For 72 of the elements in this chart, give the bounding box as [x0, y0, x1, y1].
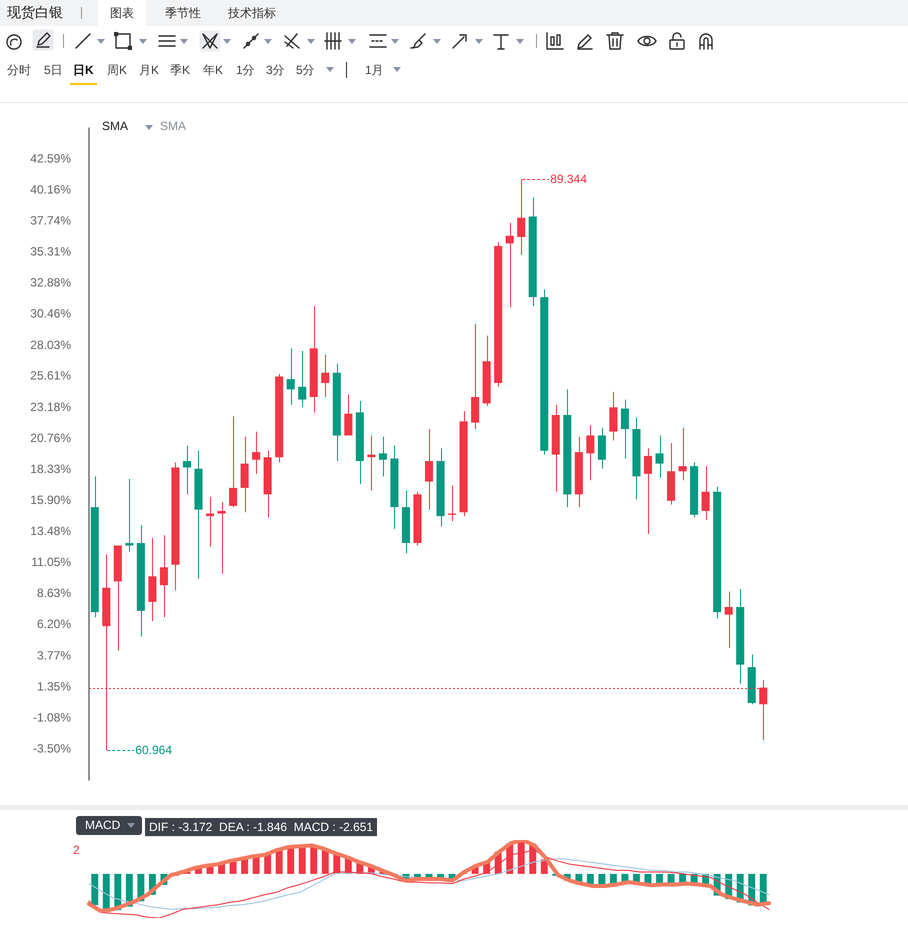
- candlestick: [586, 424, 594, 481]
- candlestick: [620, 399, 629, 459]
- annotation: SMA: [160, 119, 186, 133]
- candlestick: [182, 445, 191, 495]
- text: 月K: [139, 62, 160, 79]
- y-tick-label: -1.08%: [32, 710, 72, 724]
- candlestick: [206, 496, 214, 548]
- text: 季K: [170, 62, 190, 79]
- y-tick-label: 23.18%: [30, 400, 72, 414]
- bar: [252, 856, 260, 874]
- text: 1分: [236, 62, 255, 79]
- text: 分时: [7, 62, 31, 79]
- bar: [287, 846, 294, 874]
- candlestick: [344, 394, 352, 436]
- y-tick-label: 40.16%: [30, 182, 72, 196]
- candlestick: [378, 436, 387, 477]
- y-tick-label: 13.48%: [30, 524, 72, 538]
- text: 周K: [107, 62, 128, 79]
- text: 1月: [365, 62, 384, 79]
- y-tick-label: 11.05%: [31, 555, 72, 570]
- bar: [264, 854, 272, 874]
- y-tick-label: 3.77%: [36, 648, 72, 662]
- y-tick-label: 8.63%: [36, 586, 72, 600]
- y-tick-label: 20.76%: [30, 430, 72, 445]
- candlestick: [298, 350, 306, 408]
- candlestick: [655, 434, 664, 478]
- y-tick-label: 15.90%: [30, 493, 72, 508]
- bar: [241, 859, 248, 874]
- text: MACD: [76, 816, 142, 835]
- y-tick-label: 32.88%: [30, 276, 72, 290]
- y-tick-label: 37.74%: [30, 213, 72, 228]
- y-tick-label: 35.31%: [30, 244, 72, 259]
- y-tick-label: 1.35%: [36, 679, 72, 694]
- y-tick-label: 30.46%: [30, 306, 72, 321]
- candlestick: [321, 354, 330, 398]
- bar: [230, 862, 237, 874]
- bar: [276, 850, 283, 874]
- text: 现货白银: [7, 4, 63, 22]
- candlestick: [125, 478, 134, 552]
- candlestick: [448, 484, 456, 522]
- text: 5分: [296, 62, 315, 79]
- text: 5日: [44, 62, 63, 79]
- text: 季节性: [164, 5, 202, 22]
- annotation: SMA: [102, 119, 128, 133]
- text: 图表: [98, 0, 146, 26]
- candlestick: [678, 427, 687, 481]
- text: 2: [73, 843, 80, 857]
- candlestick: [702, 466, 710, 520]
- annotation: 60.964: [135, 742, 172, 757]
- bar: [218, 864, 225, 874]
- y-tick-label: 6.20%: [36, 617, 72, 632]
- y-tick-label: 25.61%: [30, 368, 72, 383]
- annotation: 89.344: [550, 172, 588, 186]
- y-tick-label: -3.50%: [32, 741, 72, 756]
- candlestick: [424, 428, 434, 510]
- candlestick: [286, 348, 295, 406]
- y-tick-label: 18.33%: [30, 462, 72, 476]
- text: 技术指标: [227, 5, 277, 22]
- y-tick-label: 28.03%: [30, 338, 72, 352]
- candlestick: [218, 502, 226, 574]
- text: 日K: [73, 62, 94, 79]
- candlestick: [160, 534, 168, 618]
- text: DIF : -3.172 DEA : -1.846 MACD : -2.651: [145, 818, 378, 837]
- candlestick: [724, 591, 733, 648]
- text: 3分: [266, 62, 285, 79]
- candlestick: [506, 222, 514, 308]
- y-tick-label: 42.59%: [30, 151, 72, 166]
- candlestick: [644, 448, 652, 535]
- candlestick: [367, 434, 376, 491]
- candlestick: [229, 416, 238, 508]
- text: 年K: [203, 62, 224, 79]
- candlestick: [252, 431, 260, 474]
